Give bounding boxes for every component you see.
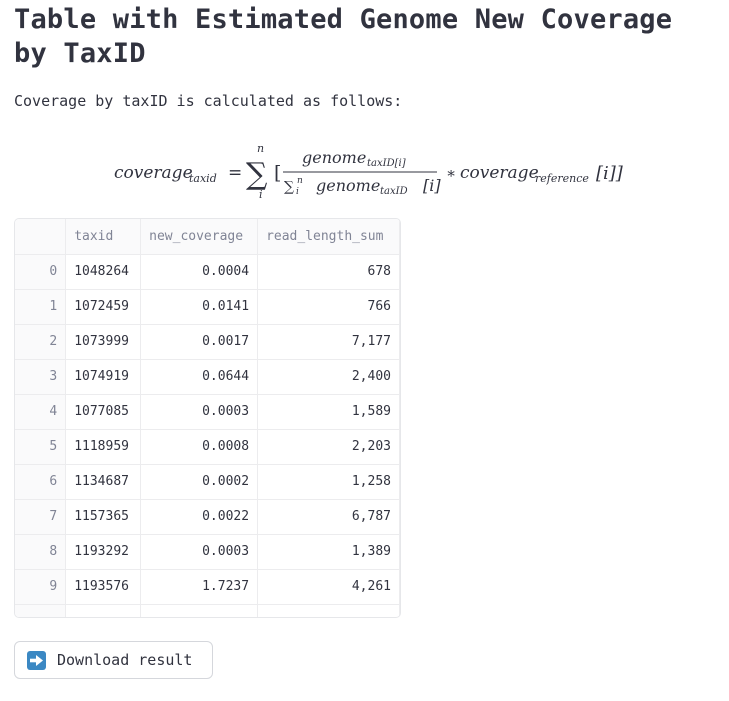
cell-taxid[interactable]: 1193292 — [65, 534, 142, 570]
table-header-row: taxid new_coverage read_length_sum — [15, 219, 400, 255]
table-row: 6 1134687 0.0002 1,258 — [15, 464, 400, 500]
table-row: 1 1072459 0.0141 766 — [15, 289, 400, 325]
cell-new-coverage[interactable]: 0.0003 — [140, 394, 259, 430]
column-header-index — [15, 219, 67, 255]
table-row: 3 1074919 0.0644 2,400 — [15, 359, 400, 395]
cell-taxid[interactable]: 1193576 — [65, 569, 142, 605]
formula-lhs: coverage — [114, 163, 193, 183]
formula-equals: = — [228, 163, 242, 183]
cell-new-coverage[interactable]: 0.0644 — [140, 359, 259, 395]
cell-new-coverage[interactable]: 0.0002 — [140, 464, 259, 500]
intro-text: Coverage by taxID is calculated as follo… — [14, 92, 403, 110]
cell-read-length-sum[interactable] — [257, 604, 400, 617]
column-header-read-length-sum[interactable]: read_length_sum — [257, 219, 400, 255]
table-row: 9 1193576 1.7237 4,261 — [15, 569, 400, 605]
cell-read-length-sum[interactable]: 766 — [257, 289, 400, 325]
row-index: 7 — [15, 499, 67, 535]
row-index: 0 — [15, 254, 67, 290]
fraction-numerator-subscript: taxID[i] — [367, 158, 406, 169]
cell-new-coverage[interactable]: 0.0008 — [140, 429, 259, 465]
column-header-new-coverage[interactable]: new_coverage — [140, 219, 259, 255]
table-row: 5 1118959 0.0008 2,203 — [15, 429, 400, 465]
cell-read-length-sum[interactable]: 1,258 — [257, 464, 400, 500]
row-index: 4 — [15, 394, 67, 430]
column-header-taxid[interactable]: taxid — [65, 219, 142, 255]
page-title: Table with Estimated Genome New Coverage… — [14, 4, 673, 69]
row-index: 8 — [15, 534, 67, 570]
table-row: 2 1073999 0.0017 7,177 — [15, 324, 400, 360]
coverage-formula: coverage taxid = ∑ n i [ genome taxID[i]… — [0, 130, 729, 210]
row-index: 6 — [15, 464, 67, 500]
cell-taxid[interactable]: 1134687 — [65, 464, 142, 500]
table-row: 7 1157365 0.0022 6,787 — [15, 499, 400, 535]
cell-new-coverage[interactable]: 0.0003 — [140, 534, 259, 570]
cell-read-length-sum[interactable]: 1,589 — [257, 394, 400, 430]
fraction-numerator: genome — [302, 148, 366, 167]
row-index: 3 — [15, 359, 67, 395]
fraction-denominator: genome — [316, 176, 380, 195]
right-arrow-icon — [27, 650, 46, 670]
denominator-sum-lower: i — [296, 187, 299, 197]
sum-symbol: ∑ — [246, 157, 268, 192]
cell-read-length-sum[interactable]: 678 — [257, 254, 400, 290]
row-index: 1 — [15, 289, 67, 325]
row-index: 2 — [15, 324, 67, 360]
open-bracket: [ — [274, 162, 281, 184]
cell-read-length-sum[interactable]: 2,203 — [257, 429, 400, 465]
fraction-denominator-subscript: taxID — [380, 186, 408, 197]
row-index: 9 — [15, 569, 67, 605]
sum-upper-limit: n — [257, 142, 264, 155]
cell-new-coverage[interactable]: 0.0004 — [140, 254, 259, 290]
cell-read-length-sum[interactable]: 4,261 — [257, 569, 400, 605]
multiply-operator: ∗ — [446, 164, 456, 182]
row-index — [15, 604, 67, 617]
cell-read-length-sum[interactable]: 6,787 — [257, 499, 400, 535]
cell-new-coverage[interactable] — [140, 604, 259, 617]
row-index: 5 — [15, 429, 67, 465]
cell-read-length-sum[interactable]: 2,400 — [257, 359, 400, 395]
cell-taxid[interactable]: 1118959 — [65, 429, 142, 465]
coverage-table[interactable]: taxid new_coverage read_length_sum 0 104… — [14, 218, 401, 618]
cell-taxid[interactable]: 1073999 — [65, 324, 142, 360]
fraction-denominator-index: [i] — [423, 176, 441, 195]
cell-taxid[interactable]: 1074919 — [65, 359, 142, 395]
cell-new-coverage[interactable]: 1.7237 — [140, 569, 259, 605]
sum-lower-limit: i — [259, 188, 263, 201]
table-row: 0 1048264 0.0004 678 — [15, 254, 400, 290]
cell-new-coverage[interactable]: 0.0017 — [140, 324, 259, 360]
cell-taxid[interactable]: 1157365 — [65, 499, 142, 535]
table-row: 4 1077085 0.0003 1,589 — [15, 394, 400, 430]
table-row: 8 1193292 0.0003 1,389 — [15, 534, 400, 570]
formula-rhs: coverage — [460, 163, 539, 183]
cell-new-coverage[interactable]: 0.0022 — [140, 499, 259, 535]
table-row-partial — [15, 604, 400, 617]
cell-read-length-sum[interactable]: 7,177 — [257, 324, 400, 360]
cell-taxid[interactable]: 1048264 — [65, 254, 142, 290]
formula-lhs-subscript: taxid — [189, 172, 217, 185]
denominator-sum-upper: n — [297, 176, 303, 186]
cell-read-length-sum[interactable]: 1,389 — [257, 534, 400, 570]
download-result-label: Download result — [57, 651, 193, 669]
cell-taxid[interactable]: 1072459 — [65, 289, 142, 325]
formula-rhs-subscript: reference — [535, 172, 589, 185]
formula-rhs-index: [i]] — [596, 163, 624, 184]
denominator-sum-symbol: ∑ — [284, 179, 294, 195]
cell-new-coverage[interactable]: 0.0141 — [140, 289, 259, 325]
cell-taxid[interactable]: 1077085 — [65, 394, 142, 430]
download-result-button[interactable]: Download result — [14, 641, 213, 679]
cell-taxid[interactable] — [65, 604, 142, 617]
